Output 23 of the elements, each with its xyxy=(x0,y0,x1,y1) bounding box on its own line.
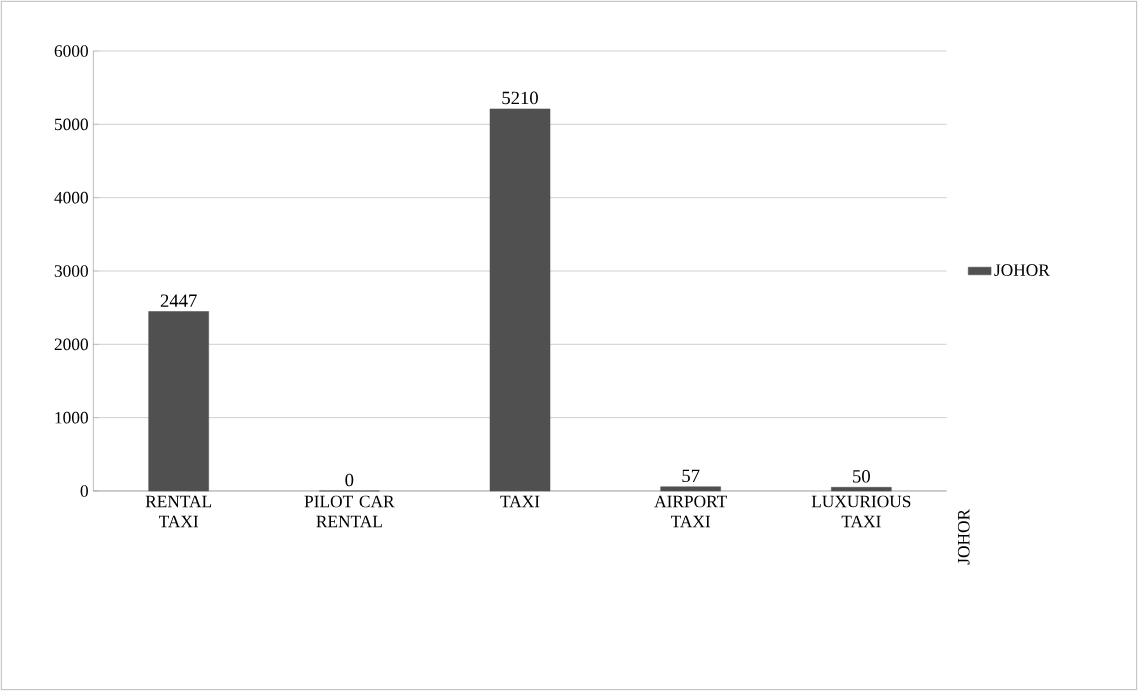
data-label: 2447 xyxy=(160,294,197,307)
x-tick-label: PILOT CAR RENTAL xyxy=(304,495,395,528)
bar xyxy=(831,487,892,492)
y-tick-label: 3000 xyxy=(54,265,88,277)
y-tick-label: 6000 xyxy=(54,45,88,57)
data-label: 50 xyxy=(853,470,870,483)
data-label: 57 xyxy=(682,469,700,483)
text: JOHOR xyxy=(957,508,970,565)
bar xyxy=(489,108,551,492)
bar xyxy=(660,486,721,492)
legend-label: JOHOR xyxy=(994,264,1050,276)
x-tick-label: TAXI xyxy=(500,495,540,508)
data-label: 5210 xyxy=(502,91,538,105)
y-tick-label: 5000 xyxy=(54,118,88,131)
y-tick-label: 1000 xyxy=(55,411,88,424)
bar xyxy=(148,311,209,492)
x-tick-label: LUXURIOUS TAXI xyxy=(811,495,911,528)
data-label: 0 xyxy=(345,473,354,487)
x-tick-label: RENTAL TAXI xyxy=(145,495,212,528)
x-tick-label: AIRPORT TAXI xyxy=(654,495,727,528)
y-tick-label: 2000 xyxy=(54,338,88,351)
y-tick-label: 4000 xyxy=(54,191,88,204)
y-tick-label: 0 xyxy=(80,485,88,497)
